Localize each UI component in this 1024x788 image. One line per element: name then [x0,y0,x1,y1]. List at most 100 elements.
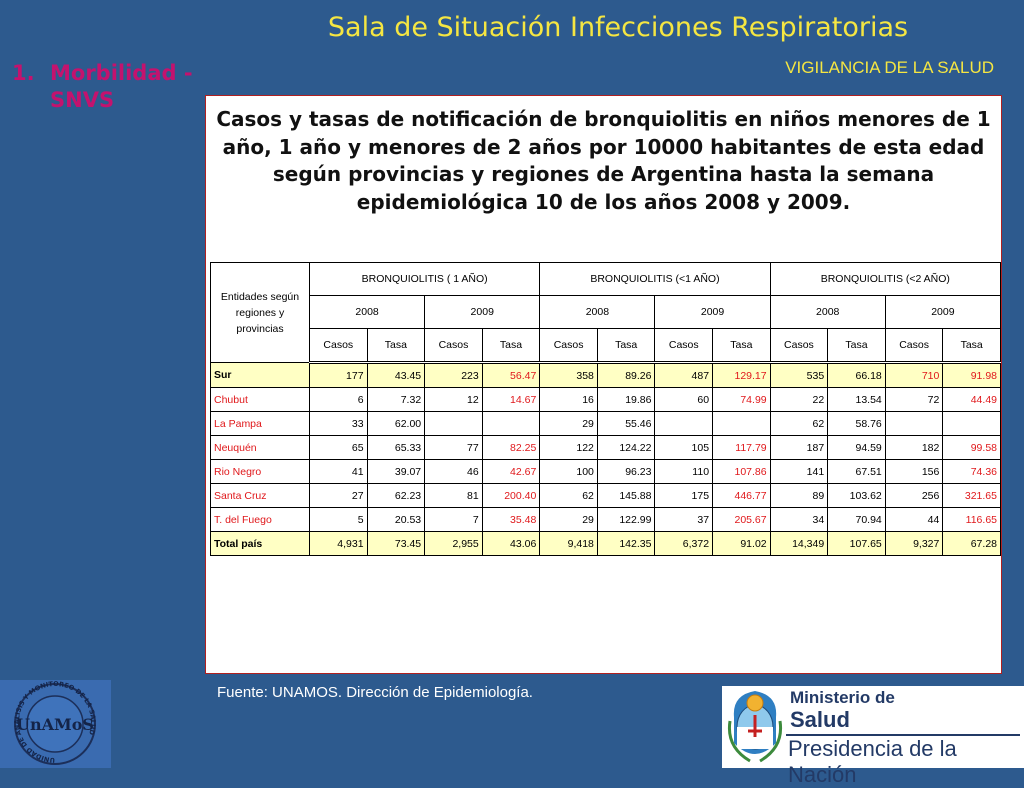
table-cell: 91.02 [712,531,771,556]
ministry-line3: Presidencia de la Nación [788,736,957,787]
table-cell: 39.07 [366,459,426,484]
table-cell: 34 [769,507,829,532]
table-cell: 62.23 [366,483,426,508]
year-header: 2009 [654,295,771,329]
table-cell: 43.06 [481,531,541,556]
subcol-header: Casos [769,328,829,364]
table-cell: 20.53 [366,507,426,532]
content-panel: Casos y tasas de notificación de bronqui… [205,95,1002,674]
subcol-header: Tasa [827,328,886,364]
table-cell: 67.28 [942,531,1001,556]
table-cell: 66.18 [827,362,886,388]
ministry-line1: Ministerio de [790,688,895,707]
subcol-header: Tasa [366,328,426,364]
table-row: Chubut 6 7.32 12 14.67 16 19.86 60 74.99 22 13.54 7… [210,387,1001,412]
table-cell: 116.65 [942,507,1001,532]
table-cell: 22 [769,387,829,412]
table-cell: 321.65 [942,483,1001,508]
table-cell: 72 [884,387,944,412]
table-cell: 89 [769,483,829,508]
table-cell: 141 [769,459,829,484]
table-cell: 55.46 [596,411,656,436]
subcol-header: Tasa [942,328,1001,364]
table-cell: 7 [424,507,483,532]
row-label: La Pampa [210,411,310,436]
table-body: Sur 177 43.45 223 56.47 358 89.26 487 129.17 535 6… [210,362,1001,556]
table-cell: 81 [424,483,483,508]
table-cell: 44.49 [942,387,1001,412]
table-cell: 122 [539,435,598,460]
table-cell [942,411,1001,436]
table-cell: 12 [424,387,483,412]
table-group-header-row: Entidades según regiones y provincias BR… [210,262,1002,363]
table-cell: 182 [884,435,944,460]
table-cell: 27 [309,483,368,508]
table-cell: 110 [654,459,714,484]
table-cell: 6 [309,387,368,412]
ministry-logo: Ministerio de Salud Presidencia de la Na… [722,686,1024,787]
table-cell: 122.99 [596,507,656,532]
table-corner-header: Entidades según regiones y provincias [210,262,310,363]
ministry-line2: Salud [790,707,850,732]
table-cell: 65.33 [366,435,426,460]
group-header: BRONQUIOLITIS (<2 AÑO) [769,262,1002,296]
table-cell: 65 [309,435,368,460]
table-cell: 77 [424,435,483,460]
table-subcolumn-header-row: Casos Tasa Casos Tasa Casos Tasa Casos T… [211,328,1001,364]
year-header: 2009 [424,295,541,329]
table-year-header-row: 2008 2009 2008 2009 2008 2009 [211,295,1002,329]
table-cell [884,411,944,436]
row-label: Chubut [210,387,310,412]
subcol-header: Tasa [481,328,541,364]
section-heading: 1. Morbilidad - SNVS [12,60,193,114]
year-header: 2008 [539,295,656,329]
table-cell: 145.88 [596,483,656,508]
subcol-header: Casos [424,328,483,364]
table-cell: 62.00 [366,411,426,436]
table-cell: 41 [309,459,368,484]
row-label: Rio Negro [210,459,310,484]
table-cell: 156 [884,459,944,484]
section-number: 1. [12,61,35,85]
subcol-header: Casos [884,328,944,364]
table-cell: 56.47 [481,362,541,388]
table-row: Total país 4,931 73.45 2,955 43.06 9,418 142.3… [210,531,1001,556]
table-cell: 74.36 [942,459,1001,484]
table-cell: 70.94 [827,507,886,532]
table-cell: 35.48 [481,507,541,532]
table-cell: 73.45 [366,531,426,556]
row-label: Sur [210,362,310,388]
table-cell: 13.54 [827,387,886,412]
table-cell: 200.40 [481,483,541,508]
table-cell: 37 [654,507,714,532]
subcol-header: Casos [654,328,714,364]
subcol-header: Casos [309,328,368,364]
section-title-line2: SNVS [50,88,115,112]
table-cell: 29 [539,411,598,436]
subcol-header: Casos [539,328,598,364]
table-cell: 205.67 [712,507,771,532]
table-cell: 62 [539,483,598,508]
table-cell: 535 [769,362,829,388]
source-footnote: Fuente: UNAMOS. Dirección de Epidemiolog… [217,684,533,701]
table-cell: 58.76 [827,411,886,436]
table-cell: 142.35 [596,531,656,556]
panel-heading: Casos y tasas de notificación de bronqui… [216,107,991,214]
table-cell [481,411,541,436]
table-cell [654,411,714,436]
argentina-coat-of-arms-icon [727,691,783,763]
table-cell: 710 [884,362,944,388]
table-cell [424,411,483,436]
table-cell: 6,372 [654,531,714,556]
row-label: T. del Fuego [210,507,310,532]
bronchiolitis-table: Entidades según regiones y provincias BR… [210,262,1002,556]
table-cell: 2,955 [424,531,483,556]
table-cell [712,411,771,436]
year-header: 2008 [769,295,886,329]
table-cell: 103.62 [827,483,886,508]
row-label: Santa Cruz [210,483,310,508]
table-cell: 74.99 [712,387,771,412]
table-cell: 91.98 [942,362,1001,388]
table-cell: 42.67 [481,459,541,484]
table-row: T. del Fuego 5 20.53 7 35.48 29 122.99 37 205.67… [210,507,1001,532]
